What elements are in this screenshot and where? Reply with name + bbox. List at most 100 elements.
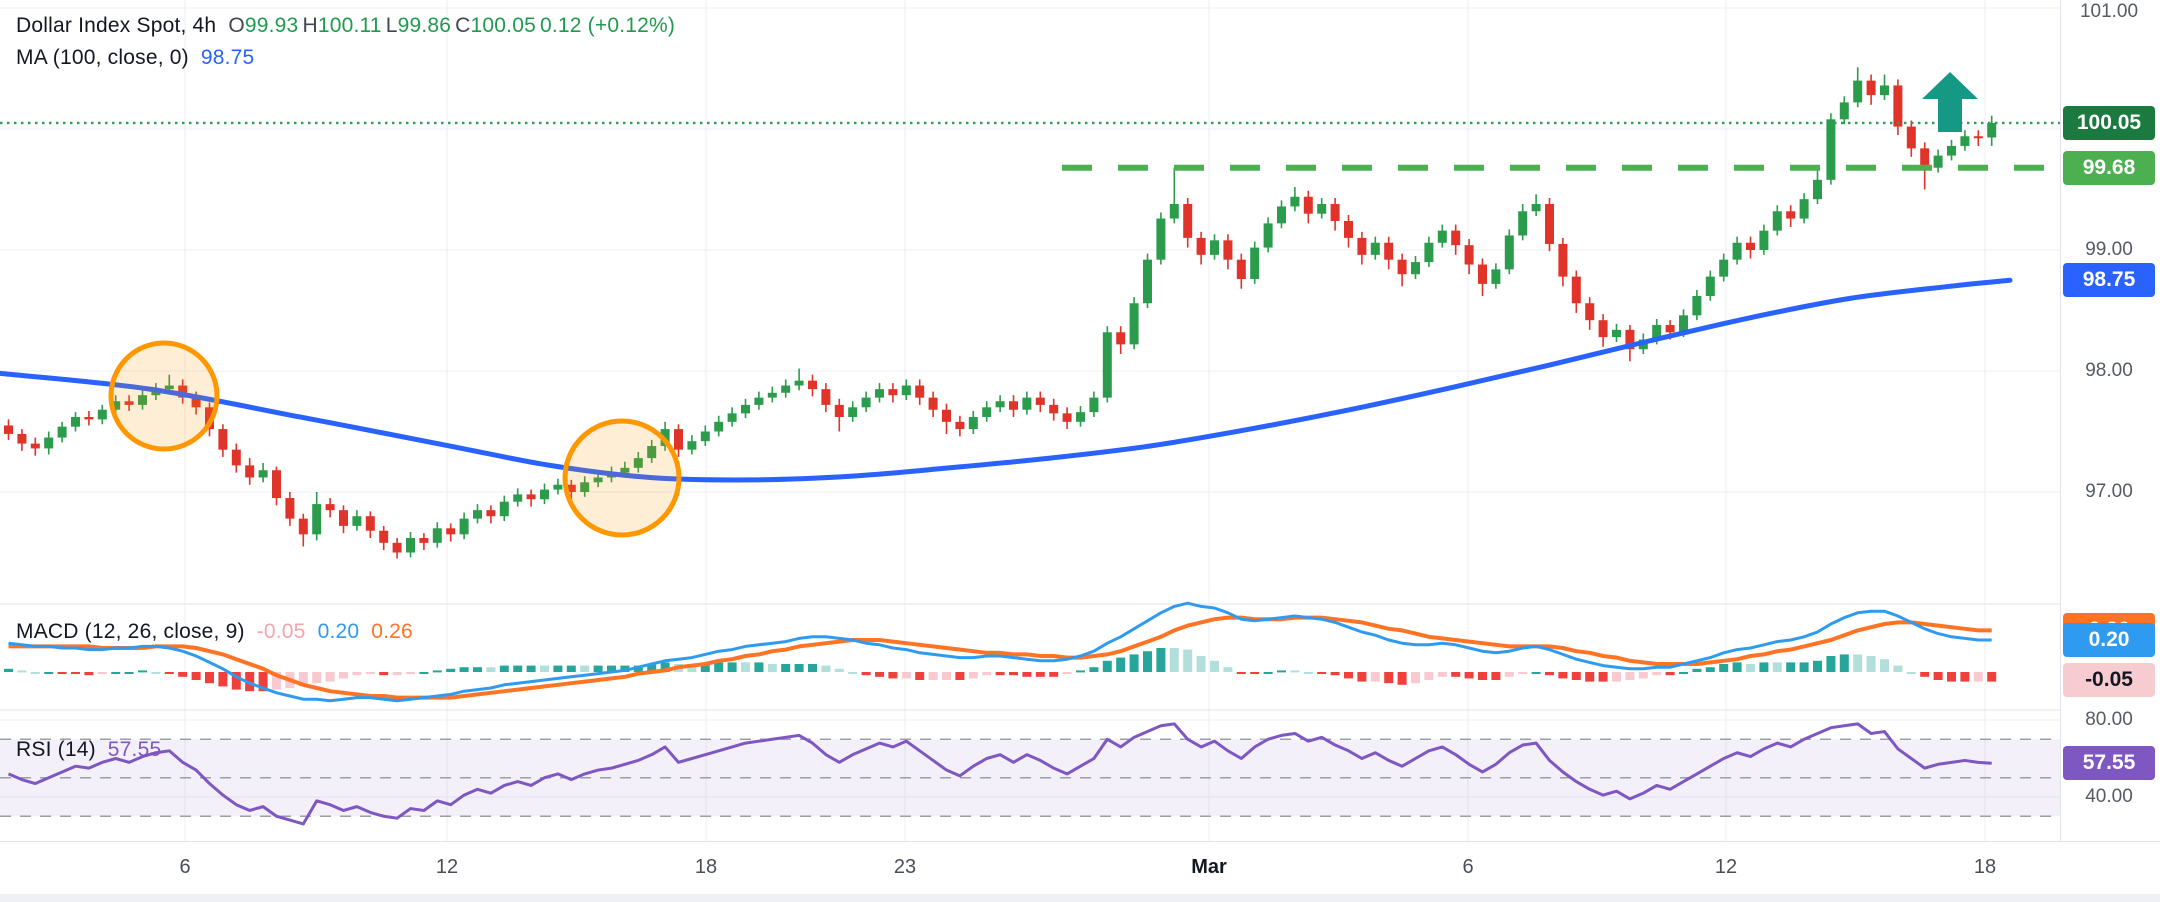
macd-hist-bar	[1933, 672, 1943, 680]
macd-legend[interactable]: MACD (12, 26, close, 9) -0.05 0.20 0.26	[16, 620, 413, 644]
candle-body	[406, 537, 415, 553]
candle-body	[205, 407, 214, 430]
candle-body	[1089, 397, 1099, 413]
candle-body	[1558, 243, 1568, 277]
candle-body	[1732, 242, 1742, 260]
candle-body	[1906, 126, 1916, 149]
candle-body	[674, 429, 683, 450]
candle-body	[647, 446, 657, 459]
macd-hist-bar	[258, 672, 268, 692]
macd-line	[8, 601, 1992, 703]
candle-body	[231, 449, 241, 466]
symbol-legend[interactable]: Dollar Index Spot, 4h O99.93 H100.11 L99…	[16, 14, 675, 38]
time-axis[interactable]: 6 12 18 23 Mar 6 12 18	[0, 841, 2160, 902]
macd-hist-bar	[1303, 672, 1313, 674]
macd-hist-bar	[1719, 664, 1729, 672]
macd-hist-bar	[231, 672, 241, 690]
candle-body	[1035, 397, 1045, 405]
macd-hist-bar	[1116, 657, 1126, 672]
candle-body	[1571, 276, 1581, 304]
macd-hist-bar	[808, 664, 817, 672]
macd-hist-bar	[1089, 667, 1099, 672]
ma-legend[interactable]: MA (100, close, 0) 98.75	[16, 46, 254, 70]
candle-body	[1116, 332, 1126, 345]
candle-body	[379, 530, 389, 543]
candle-body	[754, 397, 764, 405]
macd-hist-bar	[419, 672, 429, 674]
candle-body	[1987, 122, 1997, 138]
candle-body	[781, 385, 791, 393]
time-tick-label: 18	[694, 856, 718, 878]
macd-hist-bar	[1196, 656, 1206, 672]
candle-body	[1357, 237, 1367, 255]
rsi-value: 57.55	[107, 738, 162, 761]
candle-body	[1102, 332, 1112, 398]
close-label: C	[455, 14, 471, 37]
candle-body	[1210, 240, 1219, 255]
candle-body	[1960, 136, 1970, 146]
candle-body	[915, 385, 925, 398]
candle-body	[1518, 211, 1528, 236]
macd-hist-bar	[1317, 672, 1327, 674]
candle-body	[714, 421, 724, 432]
candle-body	[285, 498, 295, 519]
candle-body	[1799, 199, 1809, 219]
candle-body	[1652, 325, 1662, 340]
high-value: 100.11	[317, 14, 382, 37]
candle-body	[553, 484, 563, 490]
candle-body	[312, 504, 322, 535]
macd-hist-bar	[942, 672, 951, 680]
candle-body	[1665, 325, 1675, 333]
macd-hist-bar	[1652, 672, 1662, 676]
candle-body	[30, 443, 40, 449]
candlesticks	[4, 67, 1997, 559]
candle-body	[218, 429, 228, 450]
time-tick-label: 12	[1714, 856, 1738, 878]
candle-body	[1263, 223, 1273, 248]
candle-body	[178, 385, 188, 398]
candle-body	[1759, 230, 1769, 250]
candle-body	[1451, 230, 1461, 246]
candle-body	[1223, 240, 1233, 260]
macd-hist-bar	[540, 665, 549, 672]
candle-body	[1143, 259, 1152, 304]
macd-hist-bar	[821, 665, 831, 672]
candle-body	[1049, 404, 1059, 414]
macd-hist-bar	[901, 672, 911, 679]
macd-hist-bar	[1518, 672, 1528, 674]
macd-hist-bar	[459, 667, 469, 672]
macd-hist-bar	[580, 665, 590, 672]
macd-hist-bar	[164, 672, 174, 674]
rsi-legend[interactable]: RSI (14) 57.55	[16, 738, 161, 762]
candle-body	[1933, 155, 1943, 168]
candle-body	[1344, 220, 1353, 238]
candle-body	[459, 518, 469, 535]
candle-body	[901, 385, 911, 396]
price-axis[interactable]: 101.0099.0098.0097.0080.0040.000.260.20-…	[2060, 0, 2160, 902]
macd-hist-bar	[365, 672, 375, 674]
candle-body	[566, 484, 576, 492]
macd-hist-bar	[499, 665, 509, 672]
macd-hist-bar	[888, 672, 898, 679]
macd-hist-bar	[1746, 664, 1755, 672]
candle-body	[834, 404, 844, 417]
macd-hist-bar	[325, 672, 335, 682]
macd-signal-value: 0.26	[371, 620, 413, 643]
candle-body	[794, 380, 804, 386]
macd-hist-bar	[1451, 672, 1461, 677]
macd-hist-bar	[660, 662, 670, 672]
macd-hist-bar	[178, 672, 188, 677]
candle-body	[44, 437, 54, 449]
candle-body	[1290, 196, 1300, 207]
macd-hist-bar	[1692, 668, 1702, 672]
candle-body	[580, 482, 590, 492]
macd-hist-bar	[1906, 672, 1916, 674]
candle-body	[1478, 264, 1487, 284]
macd-hist-bar	[1062, 672, 1072, 674]
macd-hist-bar	[834, 668, 844, 672]
candle-body	[1411, 262, 1420, 275]
candle-body	[955, 421, 965, 430]
macd-hist-bar	[781, 664, 791, 672]
macd-hist-bar	[1236, 672, 1246, 674]
